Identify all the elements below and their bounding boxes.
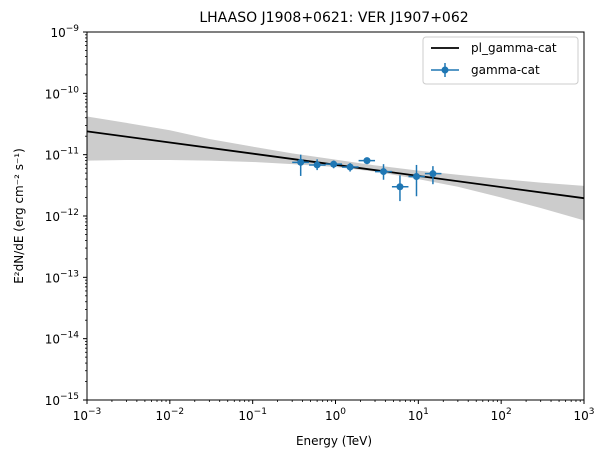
y-tick-label: 10−13 xyxy=(45,269,79,285)
legend-box xyxy=(422,36,579,85)
y-tick-label: 10−15 xyxy=(45,392,79,408)
data-point xyxy=(375,164,392,180)
legend-errorbar-swatch xyxy=(431,63,459,77)
data-point-marker xyxy=(346,163,354,171)
x-tick-label: 102 xyxy=(491,407,512,423)
data-point xyxy=(391,175,409,202)
x-tick-label: 101 xyxy=(408,407,429,423)
data-point xyxy=(358,157,376,165)
chart-title: LHAASO J1908+0621: VER J1907+062 xyxy=(199,10,468,26)
data-point xyxy=(325,160,343,169)
y-axis: 10−15 10−14 10−13 10−12 10−11 10−10 10−9 xyxy=(45,24,87,408)
data-point-marker xyxy=(330,160,338,168)
data-point-marker xyxy=(429,170,437,178)
x-tick-label: 103 xyxy=(573,407,594,423)
data-point xyxy=(342,163,359,172)
confidence-band xyxy=(87,116,584,221)
data-point xyxy=(309,159,326,171)
legend-label-line: pl_gamma-cat xyxy=(471,41,557,55)
x-axis: 10−3 10−2 10−1 100 101 102 103 xyxy=(73,400,595,423)
legend-label-points: gamma-cat xyxy=(471,63,540,77)
data-point-marker xyxy=(396,183,404,191)
x-tick-label: 100 xyxy=(325,407,346,423)
y-tick-label: 10−12 xyxy=(45,208,79,224)
y-tick-label: 10−11 xyxy=(45,147,79,163)
data-point-marker xyxy=(313,161,321,169)
data-point-marker xyxy=(297,158,305,166)
x-tick-label: 10−2 xyxy=(156,407,185,423)
data-point-marker xyxy=(380,168,388,176)
x-tick-label: 10−1 xyxy=(238,407,267,423)
data-point-marker xyxy=(412,173,420,181)
data-point xyxy=(408,164,425,197)
data-point-marker xyxy=(363,157,371,165)
y-tick-label: 10−9 xyxy=(50,24,79,40)
x-axis-label: Energy (TeV) xyxy=(296,434,372,448)
y-tick-label: 10−10 xyxy=(45,85,80,101)
data-point xyxy=(292,154,310,176)
y-tick-label: 10−14 xyxy=(45,331,80,347)
data-point xyxy=(424,166,442,185)
legend: pl_gamma-cat gamma-cat xyxy=(422,36,579,85)
y-axis-label: E²dN/dE (erg cm⁻² s⁻¹) xyxy=(12,148,26,284)
x-tick-label: 10−3 xyxy=(73,407,102,423)
